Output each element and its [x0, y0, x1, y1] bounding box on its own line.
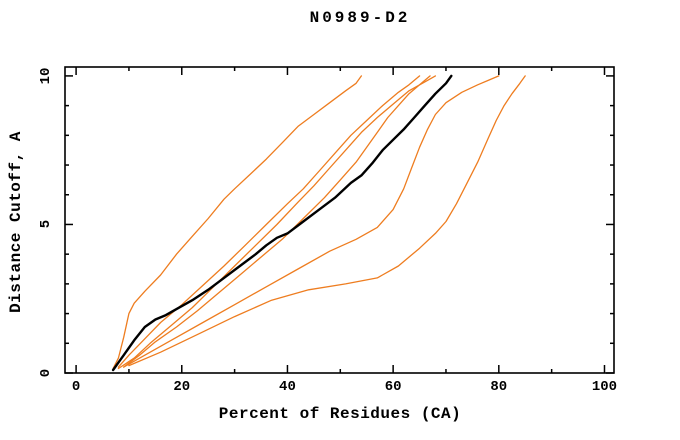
series-reference-black — [111, 74, 453, 372]
chart-title: N0989-D2 — [309, 9, 411, 27]
y-tick-label-10: 10 — [38, 67, 54, 85]
x-tick-label-20: 20 — [173, 379, 191, 395]
y-tick-label-5: 5 — [38, 220, 54, 229]
plot-box — [64, 66, 615, 374]
x-tick-label-60: 60 — [384, 379, 402, 395]
series-model-1-steep — [112, 75, 363, 370]
x-tick-label-0: 0 — [71, 379, 81, 395]
x-tick-label-100: 100 — [591, 379, 618, 395]
series-model-4-crosser — [123, 75, 431, 368]
series-model-6-widest — [128, 75, 526, 367]
y-axis-label: Distance Cutoff, A — [7, 131, 25, 313]
x-tick-label-40: 40 — [279, 379, 296, 395]
series-model-5-scurve — [123, 75, 500, 368]
series-model-2-cluster — [117, 75, 421, 368]
series-model-3-cluster — [117, 75, 437, 370]
y-tick-label-0: 0 — [38, 368, 54, 378]
x-axis-label: Percent of Residues (CA) — [218, 405, 462, 423]
x-tick-label-80: 80 — [490, 379, 508, 395]
